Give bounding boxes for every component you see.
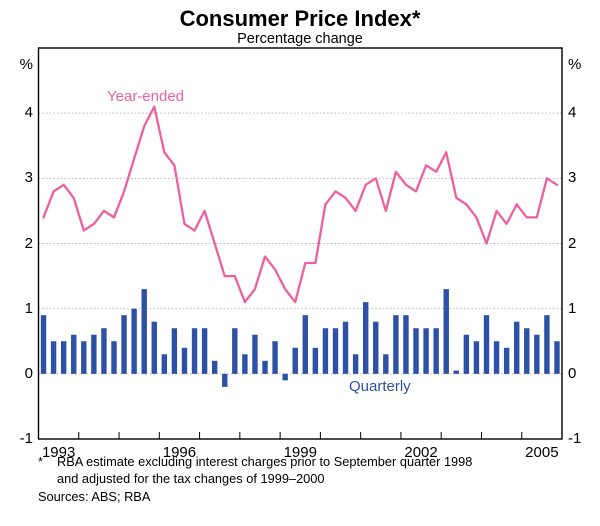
y-tick-label-left: 2 [24, 234, 33, 252]
chart-title: Consumer Price Index* [179, 6, 421, 31]
quarterly-bar [151, 321, 157, 374]
quarterly-bar [393, 315, 399, 374]
quarterly-bar [463, 334, 470, 374]
quarterly-bar [473, 341, 480, 374]
quarterly-bar [111, 341, 117, 374]
y-tick-label-left: -1 [19, 430, 33, 447]
y-tick-label-left: 3 [24, 169, 33, 187]
quarterly-bar [181, 347, 188, 374]
quarterly-bar [201, 328, 208, 374]
footnote-text: RBA estimate excluding interest charges … [57, 454, 578, 487]
quarterly-bar [131, 308, 137, 374]
quarterly-bar [312, 347, 319, 374]
quarterly-bar [40, 315, 47, 374]
y-tick-label-right: -1 [568, 430, 582, 447]
quarterly-bar [554, 341, 560, 374]
quarterly-bar [342, 321, 349, 374]
quarterly-bar [252, 334, 258, 374]
quarterly-bar [503, 347, 510, 374]
y-tick-label-right: 1 [568, 299, 577, 317]
plot-border [37, 47, 563, 440]
year-ended-series-label: Year-ended [107, 88, 185, 105]
quarterly-series-label: Quarterly [349, 378, 411, 395]
x-tick-label: 1993 [41, 444, 76, 461]
y-tick-label-right: 0 [568, 364, 577, 382]
sources-note: Sources: ABS; RBA [38, 489, 151, 504]
quarterly-bar [493, 341, 500, 374]
year-ended-line [42, 105, 559, 304]
quarterly-bar [81, 341, 87, 374]
quarterly-bar [423, 328, 429, 374]
y-tick-label-right: 2 [568, 234, 577, 252]
x-tick-label: 2005 [525, 444, 559, 461]
y-tick-label-left: 1 [24, 299, 33, 317]
chart-subtitle: Percentage change [237, 31, 363, 47]
quarterly-bar [483, 315, 490, 374]
y-tick-label-right: 3 [568, 169, 577, 187]
quarterly-bar [191, 328, 198, 374]
quarterly-bar [91, 334, 97, 374]
y-axis-unit-right: % [568, 56, 582, 73]
quarterly-bar [373, 321, 379, 374]
x-tick-label: 2002 [404, 444, 438, 461]
quarterly-bar [443, 289, 449, 374]
quarterly-bar [403, 315, 409, 374]
quarterly-bar [211, 360, 218, 374]
footnote-line2: and adjusted for the tax changes of 1999… [57, 470, 325, 486]
quarterly-bar [60, 341, 67, 374]
footnote: * RBA estimate excluding interest charge… [38, 454, 578, 487]
quarterly-bar [171, 328, 178, 374]
quarterly-bar [322, 328, 329, 374]
quarterly-bar [332, 328, 339, 374]
quarterly-bar [514, 321, 520, 374]
quarterly-bar [121, 315, 127, 374]
quarterly-bar [242, 354, 248, 374]
quarterly-bar [292, 347, 298, 374]
y-tick-label-right: 4 [568, 104, 577, 122]
quarterly-bar [141, 289, 147, 374]
quarterly-bar [453, 370, 459, 374]
quarterly-bar [413, 328, 419, 374]
x-tick-label: 1999 [283, 444, 317, 461]
quarterly-bar [433, 328, 439, 374]
quarterly-bar [161, 354, 168, 374]
quarterly-bar [272, 341, 278, 374]
y-tick-label-left: 4 [24, 104, 33, 122]
quarterly-bar [222, 373, 228, 387]
quarterly-bar [362, 302, 369, 374]
quarterly-bar [302, 315, 308, 374]
quarterly-bar [534, 334, 540, 374]
footnote-marker: * [38, 454, 43, 469]
quarterly-bar [71, 334, 77, 374]
footnote-line1: RBA estimate excluding interest charges … [57, 454, 473, 469]
quarterly-bar [282, 373, 288, 381]
quarterly-bar [524, 328, 530, 374]
x-tick-label: 1996 [162, 444, 197, 461]
quarterly-bar [232, 328, 238, 374]
y-axis-unit-left: % [19, 56, 33, 73]
quarterly-bar [352, 354, 359, 374]
y-tick-label-left: 0 [24, 364, 33, 382]
quarterly-bar [544, 315, 550, 374]
quarterly-bar [262, 360, 268, 374]
quarterly-bar [383, 354, 389, 374]
quarterly-bar [50, 341, 57, 374]
quarterly-bar [101, 328, 107, 374]
